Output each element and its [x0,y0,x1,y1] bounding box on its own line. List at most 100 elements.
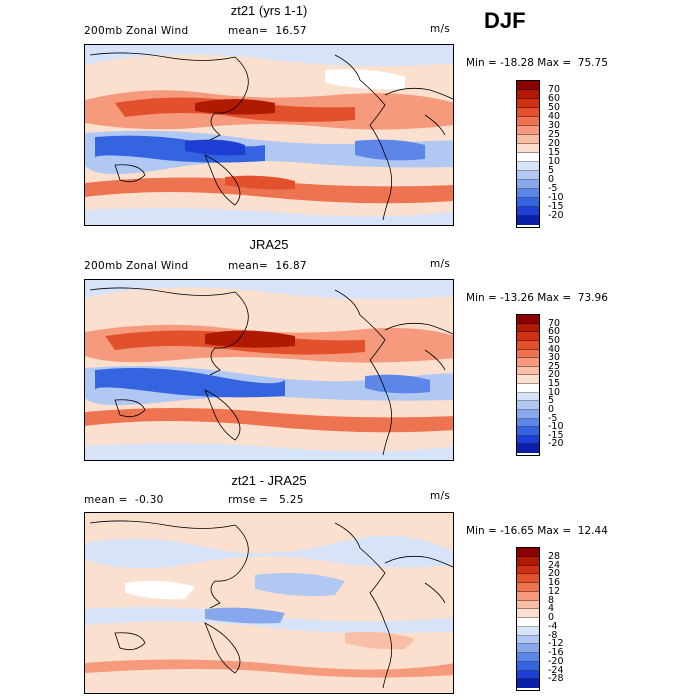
colorbar-tick-label: -20 [548,210,564,221]
panel-2-minmax: Min = -13.26 Max = 73.96 [466,292,608,304]
panel-1-variable-label: 200mb Zonal Wind [84,25,189,37]
panel-1-minmax: Min = -18.28 Max = 75.75 [466,57,608,69]
colorbar-tick-label: 70 [548,84,561,95]
panel-2-title: JRA25 [249,237,289,252]
colorbar-segment [517,126,539,135]
colorbar-segment [517,340,539,350]
colorbar-segment [517,108,539,117]
colorbar-tick-label: -20 [548,655,564,667]
colorbar-segment [517,117,539,126]
colorbar-segment [517,679,539,688]
colorbar-segment [517,323,539,333]
colorbar-segment [517,644,539,653]
colorbar-tick-label: 20 [548,369,561,381]
colorbar-tick-label: 4 [548,603,555,615]
colorbar-tick-label: 25 [548,360,561,372]
colorbar-segment [517,135,539,144]
panel-3-units: m/s [430,490,451,502]
colorbar-segment [517,81,539,90]
colorbar-tick-label: -5 [548,412,558,424]
colorbar-segment [517,366,539,376]
colorbar-tick-label: 5 [548,165,555,176]
colorbar-segment [517,99,539,108]
colorbar-segment [517,216,539,225]
colorbar-segment [517,444,539,453]
panel-1-mean-label: mean= 16.57 [228,25,307,37]
colorbar-tick-label: -20 [548,438,564,450]
colorbar-segment [517,332,539,341]
colorbar-segment [517,384,539,393]
colorbar-segment [517,198,539,207]
panel-1-colorbar [516,80,540,228]
panel-1-title: zt21 (yrs 1-1) [230,3,308,18]
colorbar-tick-label: 5 [548,395,555,407]
panel-3-rmse-label: rmse = 5.25 [228,494,304,506]
colorbar-tick-label: 20 [548,568,561,580]
panel-1-map [84,44,454,226]
colorbar-segment [517,207,539,216]
colorbar-segment [517,375,539,384]
colorbar-segment [517,349,539,359]
colorbar-tick-label: -12 [548,638,564,650]
panel-2-variable-label: 200mb Zonal Wind [84,260,189,272]
colorbar-tick-label: 10 [548,156,561,167]
colorbar-tick-label: -15 [548,429,564,441]
panel-3-title: zt21 - JRA25 [231,473,307,488]
colorbar-tick-label: -16 [548,647,564,658]
colorbar-tick-label: -4 [548,620,558,632]
colorbar-tick-label: -15 [548,201,564,212]
colorbar-segment [517,618,539,627]
colorbar-segment [517,565,539,575]
colorbar-segment [517,670,539,680]
colorbar-segment [517,409,539,419]
colorbar-tick-label: 60 [548,93,561,104]
colorbar-segment [517,418,539,428]
colorbar-tick-label: 28 [548,550,561,562]
colorbar-segment [517,315,539,324]
colorbar-segment [517,574,539,583]
colorbar-tick-label: -8 [548,629,558,641]
panel-2-units: m/s [430,258,451,270]
panel-3-mean-label: mean = -0.30 [84,494,164,506]
colorbar-tick-label: 50 [548,334,561,346]
colorbar-segment [517,583,539,592]
colorbar-segment [517,162,539,171]
panel-3-map [84,512,454,694]
colorbar-tick-label: 50 [548,102,561,113]
colorbar-segment [517,548,539,557]
colorbar-segment [517,435,539,445]
colorbar-tick-label: 30 [548,352,561,364]
colorbar-segment [517,171,539,180]
colorbar-tick-label: 8 [548,594,555,606]
colorbar-tick-label: 40 [548,343,561,355]
colorbar-segment [517,358,539,367]
colorbar-tick-label: 12 [548,585,561,597]
colorbar-tick-label: 0 [548,174,555,185]
colorbar-tick-label: 10 [548,386,561,398]
colorbar-tick-label: 16 [548,577,561,588]
colorbar-tick-label: 24 [548,559,561,571]
colorbar-tick-label: 30 [548,120,561,131]
colorbar-segment [517,153,539,162]
colorbar-tick-label: 0 [548,612,555,623]
colorbar-tick-label: -10 [548,421,564,433]
colorbar-tick-label: -10 [548,192,564,203]
panel-1-units: m/s [430,23,451,35]
colorbar-tick-label: 60 [548,326,561,338]
panel-2-colorbar [516,314,540,456]
colorbar-tick-label: 20 [548,138,561,149]
panel-2-map [84,279,454,461]
colorbar-tick-label: 25 [548,129,561,140]
colorbar-tick-label: 15 [548,378,561,389]
colorbar-segment [517,144,539,153]
colorbar-tick-label: 0 [548,403,555,415]
colorbar-tick-label: 40 [548,111,561,122]
colorbar-segment [517,635,539,645]
panel-3-minmax: Min = -16.65 Max = 12.44 [466,525,608,537]
colorbar-segment [517,90,539,99]
colorbar-segment [517,427,539,436]
colorbar-tick-label: 15 [548,147,561,158]
colorbar-segment [517,556,539,566]
panel-2-mean-label: mean= 16.87 [228,260,307,272]
colorbar-segment [517,661,539,671]
